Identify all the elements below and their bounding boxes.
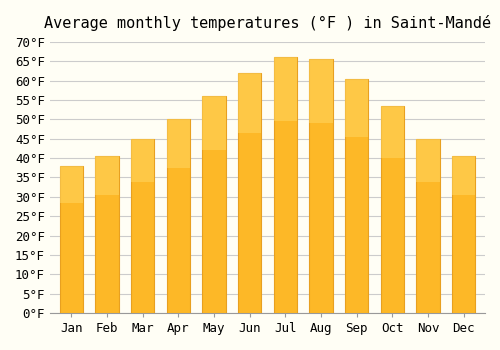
- Bar: [452, 156, 475, 313]
- Bar: [452, 156, 475, 195]
- Bar: [131, 139, 154, 313]
- Bar: [310, 59, 332, 123]
- Bar: [380, 106, 404, 313]
- Bar: [96, 156, 118, 195]
- Bar: [416, 139, 440, 313]
- Bar: [60, 166, 83, 203]
- Bar: [60, 166, 83, 313]
- Bar: [202, 96, 226, 150]
- Title: Average monthly temperatures (°F ) in Saint-Mandé: Average monthly temperatures (°F ) in Sa…: [44, 15, 491, 31]
- Bar: [202, 96, 226, 313]
- Bar: [96, 156, 118, 313]
- Bar: [345, 79, 368, 313]
- Bar: [131, 139, 154, 182]
- Bar: [274, 57, 297, 313]
- Bar: [238, 73, 261, 313]
- Bar: [238, 73, 261, 133]
- Bar: [345, 79, 368, 137]
- Bar: [166, 119, 190, 313]
- Bar: [166, 119, 190, 168]
- Bar: [380, 106, 404, 158]
- Bar: [274, 57, 297, 121]
- Bar: [310, 59, 332, 313]
- Bar: [416, 139, 440, 182]
